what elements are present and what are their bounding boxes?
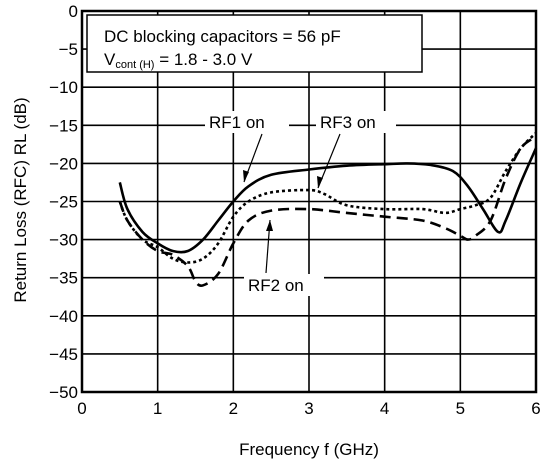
y-tick-label: −5: [59, 40, 78, 59]
x-tick-label: 5: [456, 399, 465, 418]
annotation-rf2-arrow: [266, 220, 273, 231]
y-tick-label: −30: [49, 231, 78, 250]
y-tick-label: −45: [49, 345, 78, 364]
annotation-rf1-bg: [205, 111, 289, 133]
info-box: DC blocking capacitors = 56 pF Vcont (H)…: [86, 14, 423, 73]
y-tick-label: −20: [49, 154, 78, 173]
y-tick-label: 0: [69, 2, 78, 21]
annotations: RF1 on RF3 on RF2 on: [205, 111, 396, 296]
x-tick-label: 2: [229, 399, 238, 418]
info-voltage-range: = 1.8 - 3.0 V: [154, 50, 252, 69]
y-axis-title: Return Loss (RFC) RL (dB): [11, 97, 30, 302]
tick-labels: 0 1 2 3 4 5 6 0 −5 −10 −15 −20 −25 −30 −35 −40 −45 −50: [49, 2, 541, 418]
plot-frame: [80, 9, 538, 394]
y-tick-label: −15: [49, 116, 78, 135]
y-tick-label: −25: [49, 193, 78, 212]
x-tick-label: 1: [153, 399, 162, 418]
info-box-frame: [86, 14, 423, 73]
info-line-voltage: Vcont (H) = 1.8 - 3.0 V: [104, 50, 253, 71]
x-tick-label: 4: [380, 399, 389, 418]
series-layer: [118, 131, 538, 288]
x-tick-label: 6: [531, 399, 540, 418]
x-tick-label: 3: [304, 399, 313, 418]
info-voltage-symbol: V: [104, 50, 116, 69]
y-tick-label: −35: [49, 269, 78, 288]
x-axis-title: Frequency f (GHz): [239, 440, 379, 459]
info-line-capacitors: DC blocking capacitors = 56 pF: [104, 27, 341, 46]
y-tick-label: −40: [49, 307, 78, 326]
annotation-rf3-arrow: [317, 176, 323, 188]
y-tick-label: −10: [49, 78, 78, 97]
annotation-rf2: RF2 on: [248, 276, 304, 295]
series-line-rf1-on: [118, 147, 538, 254]
x-tick-label: 0: [77, 399, 86, 418]
annotation-rf3-bg: [316, 111, 396, 133]
annotation-rf3: RF3 on: [320, 113, 376, 132]
info-voltage-subscript: cont (H): [115, 59, 154, 71]
series-line-rf3-on: [118, 131, 537, 264]
annotation-rf2-bg: [244, 274, 324, 296]
series-line-rf2-on: [118, 135, 537, 288]
annotation-rf1-arrow: [243, 170, 249, 182]
annotation-rf1: RF1 on: [209, 113, 265, 132]
y-tick-label: −50: [49, 383, 78, 402]
